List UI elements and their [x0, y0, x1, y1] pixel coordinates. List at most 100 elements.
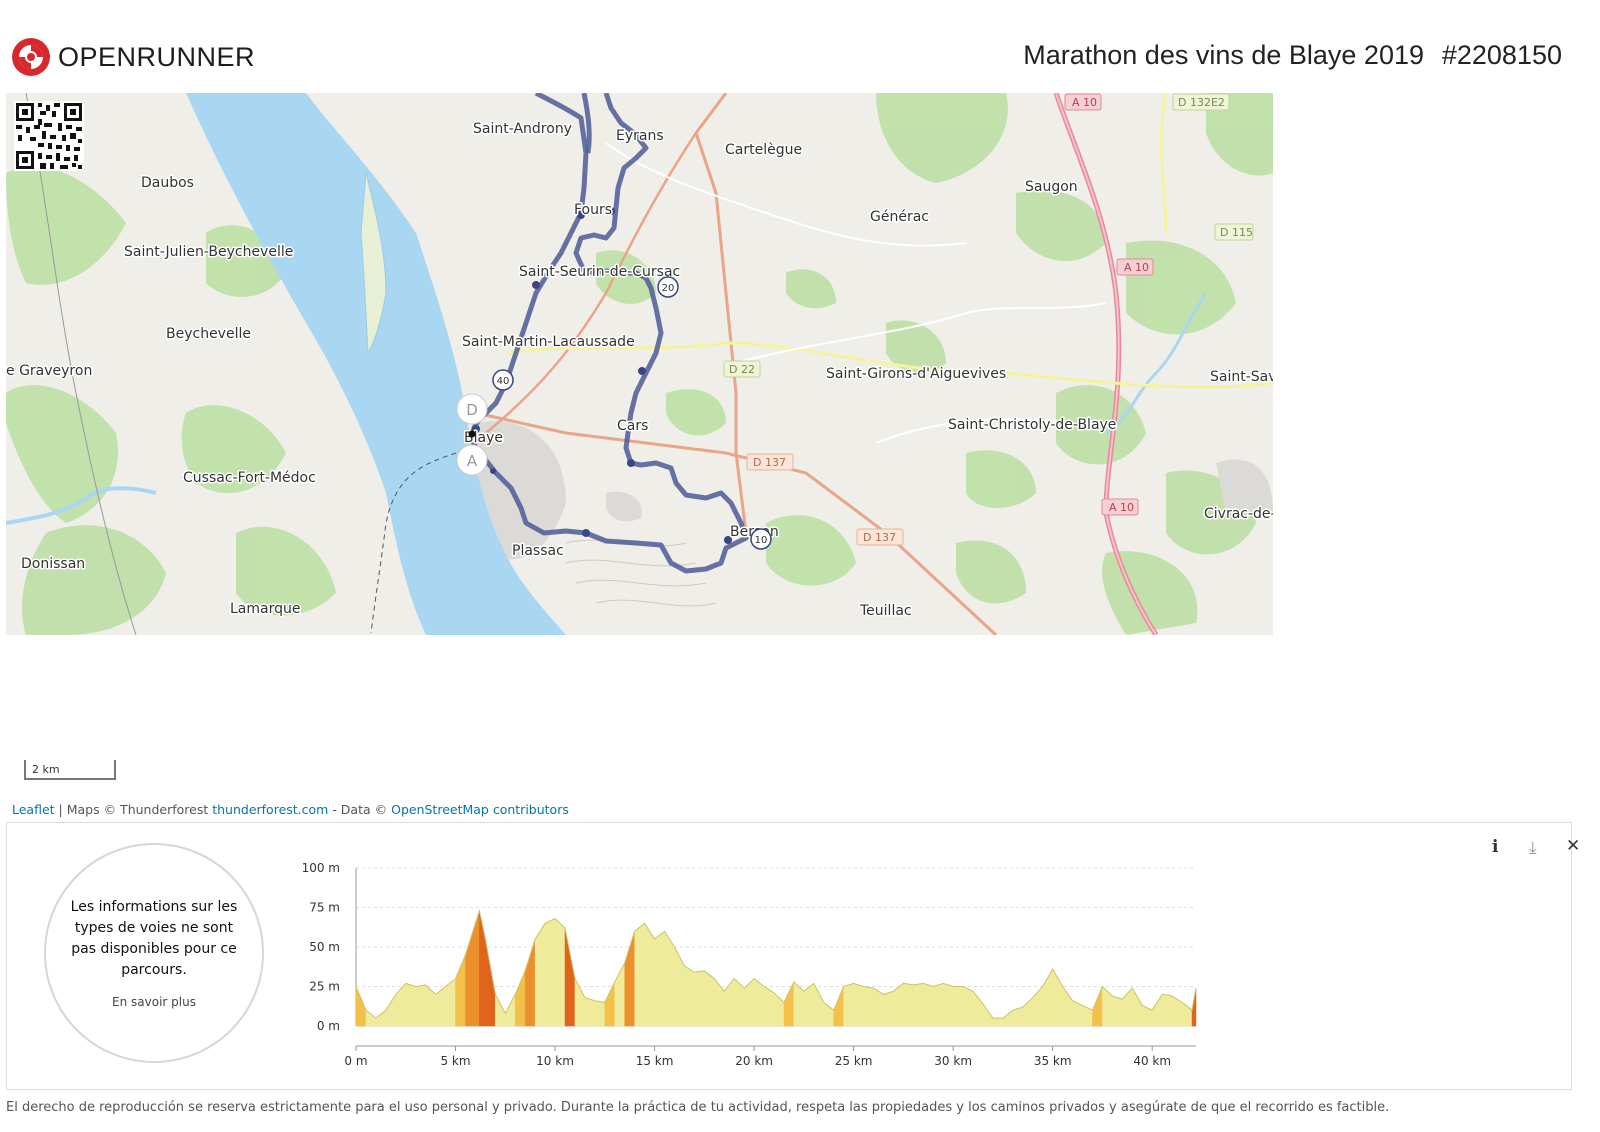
elevation-segment	[375, 1009, 387, 1027]
elevation-segment	[584, 997, 596, 1027]
elevation-segment	[385, 993, 397, 1027]
elevation-segment	[972, 990, 984, 1027]
elevation-segment	[1082, 1005, 1093, 1027]
elevation-area	[355, 908, 1197, 1027]
place-label: Cars	[617, 418, 648, 434]
place-label: Lamarque	[230, 601, 300, 617]
road-label: D 132E2	[1172, 93, 1230, 111]
svg-text:A 10: A 10	[1109, 501, 1134, 514]
elevation-segment	[1151, 993, 1163, 1027]
elevation-segment	[365, 1009, 377, 1027]
place-label: Saugon	[1025, 179, 1078, 195]
road-label: D 137	[746, 453, 794, 471]
svg-text:D 132E2: D 132E2	[1178, 96, 1225, 109]
elevation-segment	[933, 982, 944, 1027]
elevation-segment	[843, 982, 854, 1027]
end-marker[interactable]: A	[456, 444, 488, 476]
openrunner-logo-icon	[12, 38, 50, 76]
logo-text: OPENRUNNER	[58, 41, 256, 72]
place-label: Saint-Martin-Lacaussade	[462, 334, 635, 350]
elevation-segment	[923, 982, 934, 1027]
logo[interactable]: OPENRUNNER	[10, 36, 255, 78]
elevation-line	[355, 908, 1197, 1019]
x-tick-label: 40 km	[1133, 1054, 1171, 1068]
road-label: D 137	[856, 528, 904, 546]
elevation-segment	[574, 978, 586, 1027]
elevation-segment	[863, 986, 874, 1027]
elevation-panel	[6, 822, 1572, 1090]
svg-text:20: 20	[662, 283, 675, 294]
place-label: Générac	[870, 209, 929, 225]
elevation-segment	[654, 930, 665, 1027]
km-marker[interactable]: 10	[750, 528, 772, 550]
y-axis-labels: 100 m 75 m 50 m 25 m 0 m	[302, 861, 340, 1033]
elevation-segment	[1161, 994, 1173, 1027]
place-label: Saint-Christoly-de-Blaye	[948, 417, 1116, 433]
km-marker[interactable]: 40	[492, 369, 514, 391]
elevation-segment	[962, 986, 974, 1027]
svg-text:D 22: D 22	[729, 363, 755, 376]
download-icon[interactable]: ⤓	[1529, 838, 1537, 858]
learn-more-link[interactable]: En savoir plus	[112, 995, 196, 1009]
elevation-segment	[594, 1000, 606, 1027]
elevation-segment	[644, 922, 655, 1027]
svg-text:D: D	[466, 401, 478, 419]
place-label: Eyrans	[616, 128, 664, 144]
elevation-segment	[733, 978, 745, 1027]
elevation-segment	[1132, 987, 1143, 1027]
place-label: Saint-Julien-Beychevelle	[124, 244, 293, 260]
place-label: Beychevelle	[166, 326, 251, 342]
elevation-segment	[743, 978, 755, 1027]
elevation-segment	[1062, 985, 1073, 1027]
elevation-segment	[479, 910, 486, 1027]
place-label: Fours	[574, 202, 612, 218]
elevation-segment	[942, 982, 954, 1027]
elevation-segment	[1112, 995, 1123, 1027]
map-attribution: Leaflet | Maps © Thunderforest thunderfo…	[12, 802, 569, 817]
y-tick-label: 50 m	[309, 940, 340, 954]
place-label: Saint-Seurin-de-Cursac	[519, 264, 680, 280]
road-types-message: Les informations sur les types de voies …	[70, 899, 238, 978]
elevation-segment	[395, 982, 407, 1027]
x-tick-label: 0 m	[344, 1054, 367, 1068]
y-tick-label: 100 m	[302, 861, 340, 875]
x-tick-label: 25 km	[835, 1054, 873, 1068]
svg-text:A 10: A 10	[1124, 261, 1149, 274]
elevation-segment	[1142, 1005, 1153, 1027]
elevation-segment	[694, 970, 705, 1027]
road-label: D 115	[1214, 223, 1254, 241]
elevation-segment	[952, 986, 964, 1027]
road-label: A 10	[1064, 93, 1102, 111]
elevation-segment	[604, 981, 616, 1027]
attribution-maps-text: | Maps © Thunderforest	[54, 802, 213, 817]
x-tick-label: 35 km	[1034, 1054, 1072, 1068]
osm-link[interactable]: OpenStreetMap contributors	[391, 802, 569, 817]
close-icon[interactable]: ✕	[1566, 836, 1581, 856]
road-label: D 22	[723, 360, 761, 378]
x-tick-label: 15 km	[636, 1054, 674, 1068]
elevation-segment	[883, 990, 894, 1027]
elevation-segment	[783, 981, 795, 1027]
place-label: Donissan	[21, 556, 85, 572]
km-marker[interactable]: 20	[657, 276, 679, 298]
svg-text:10: 10	[755, 535, 768, 546]
info-icon[interactable]: i	[1492, 837, 1499, 857]
map-scale-bar	[24, 760, 116, 780]
elevation-segment	[853, 982, 864, 1027]
x-tick-label: 30 km	[934, 1054, 972, 1068]
elevation-segment	[1102, 985, 1113, 1027]
leaflet-link[interactable]: Leaflet	[12, 802, 55, 817]
place-label: Civrac-de-	[1204, 506, 1273, 522]
place-label: Teuillac	[859, 603, 912, 619]
elevation-segment	[425, 984, 436, 1027]
x-tick-label: 5 km	[440, 1054, 470, 1068]
route-map[interactable]: Saint-Androny Eyrans Cartelègue Daubos F…	[6, 93, 1273, 635]
elevation-chart[interactable]: 100 m 75 m 50 m 25 m 0 m 0 m 5 km 10 km …	[300, 850, 1230, 1080]
thunderforest-link[interactable]: thunderforest.com	[212, 802, 329, 817]
elevation-segment	[534, 922, 546, 1027]
y-tick-label: 75 m	[309, 901, 340, 915]
elevation-segment	[704, 970, 715, 1027]
elevation-segment	[684, 965, 695, 1027]
place-label: Plassac	[512, 543, 564, 559]
start-marker[interactable]: D	[456, 393, 488, 425]
